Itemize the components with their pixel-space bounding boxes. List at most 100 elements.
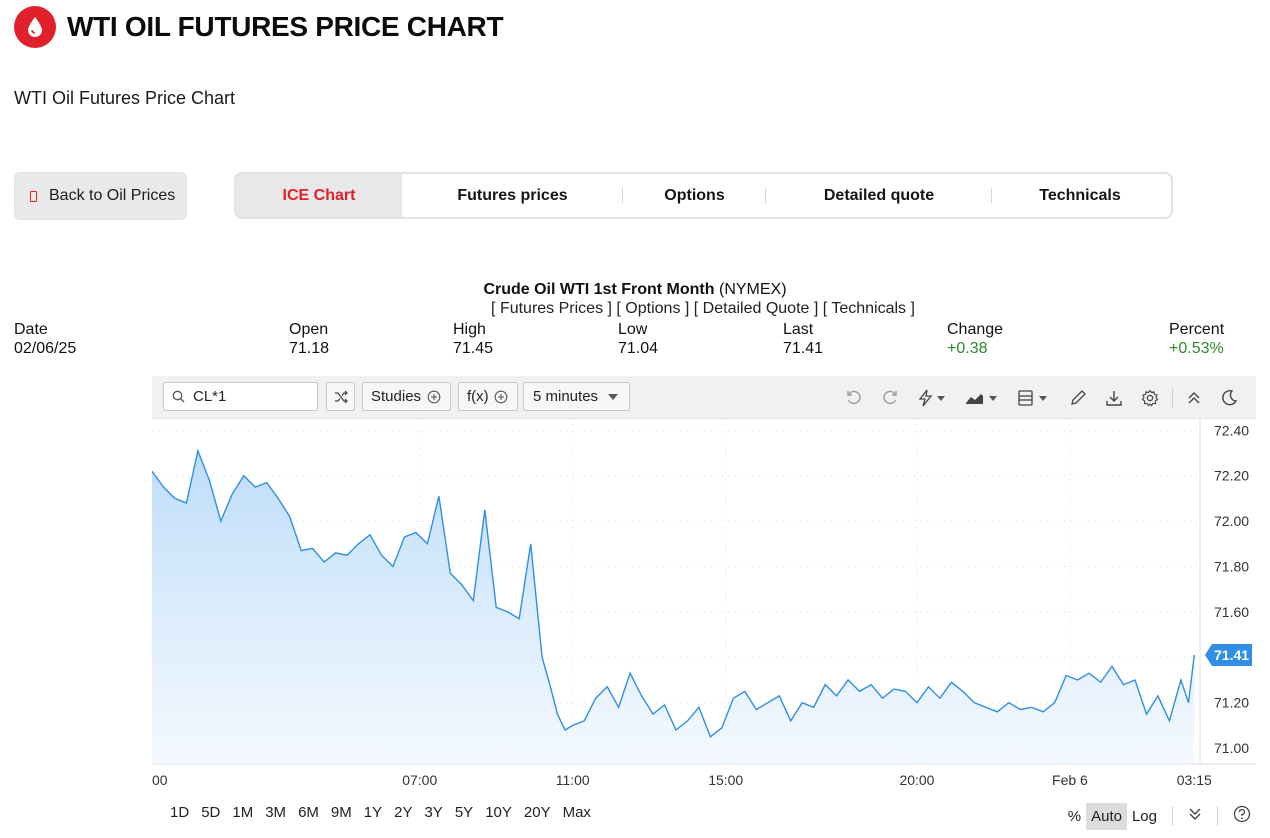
scale-options: % Auto Log <box>1063 800 1256 832</box>
tab-futures-prices[interactable]: Futures prices <box>402 174 623 217</box>
plus-circle-icon <box>427 390 441 403</box>
exchange-label: (NYMEX) <box>718 281 787 298</box>
tab-detailed-quote[interactable]: Detailed quote <box>766 174 992 217</box>
price-chart[interactable]: 72.4072.2072.0071.8071.6071.4071.2071.00… <box>152 419 1256 794</box>
range-button-3y[interactable]: 3Y <box>424 804 443 821</box>
shuffle-icon <box>334 390 348 403</box>
page-header: WTI OIL FUTURES PRICE CHART <box>14 6 504 48</box>
tab-options[interactable]: Options <box>623 174 766 217</box>
layout-icon[interactable] <box>1017 389 1051 407</box>
percent-scale-button[interactable]: % <box>1067 807 1082 825</box>
symbol-value: CL*1 <box>193 388 227 405</box>
y-tick-label: 71.00 <box>1214 740 1249 756</box>
stat-date: Date 02/06/25 <box>14 320 76 358</box>
stat-value: +0.53% <box>1169 340 1224 357</box>
y-tick-label: 72.40 <box>1214 422 1249 438</box>
x-tick-label: 15:00 <box>708 772 743 788</box>
range-button-10y[interactable]: 10Y <box>485 804 512 821</box>
studies-label: Studies <box>371 388 422 405</box>
moon-icon[interactable] <box>1220 389 1238 407</box>
stat-open: Open 71.18 <box>289 320 329 358</box>
stat-change: Change +0.38 <box>947 320 1003 358</box>
range-selector: 1D 5D 1M 3M 6M 9M 1Y 2Y 3Y 5Y 10Y 20Y Max <box>152 804 597 821</box>
collapse-icon[interactable] <box>1186 389 1202 407</box>
tab-ice-chart[interactable]: ICE Chart <box>236 174 402 217</box>
y-tick-label: 71.60 <box>1214 604 1249 620</box>
stat-label: Last <box>783 321 814 338</box>
stat-last: Last 71.41 <box>783 320 823 358</box>
instrument-name: Crude Oil WTI 1st Front Month <box>483 281 715 298</box>
chart-toolbar: CL*1 Studies f(x) 5 minutes <box>152 376 1256 419</box>
x-tick-label: 20:00 <box>899 772 934 788</box>
stat-label: Open <box>289 321 329 338</box>
gear-icon[interactable] <box>1141 389 1159 407</box>
x-tick-label: 07:00 <box>402 772 437 788</box>
quote-links[interactable]: [ Futures Prices ] [ Options ] [ Detaile… <box>491 300 915 317</box>
studies-button[interactable]: Studies <box>362 382 451 411</box>
area-chart-icon[interactable] <box>965 389 999 407</box>
chart-tabs: ICE Chart Futures prices Options Detaile… <box>234 172 1173 219</box>
interval-value: 5 minutes <box>533 388 599 405</box>
stat-label: Percent <box>1169 321 1225 338</box>
stat-value: +0.38 <box>947 340 988 357</box>
chart-widget: CL*1 Studies f(x) 5 minutes <box>152 376 1256 838</box>
stat-value: 71.45 <box>453 340 494 357</box>
undo-icon[interactable] <box>845 389 863 407</box>
log-scale-button[interactable]: Log <box>1131 807 1157 825</box>
price-line <box>152 448 1195 738</box>
range-button-6m[interactable]: 6M <box>298 804 319 821</box>
back-icon <box>30 190 37 202</box>
pencil-icon[interactable] <box>1069 389 1087 407</box>
stat-value: 71.18 <box>289 340 330 357</box>
x-tick-label: Feb 6 <box>1052 772 1088 788</box>
stat-value: 02/06/25 <box>14 340 77 357</box>
quote-title: Crude Oil WTI 1st Front Month (NYMEX) <box>0 281 1270 299</box>
interval-select[interactable]: 5 minutes <box>523 382 630 411</box>
range-button-5d[interactable]: 5D <box>201 804 221 821</box>
range-button-1m[interactable]: 1M <box>232 804 254 821</box>
y-tick-label: 72.20 <box>1214 468 1249 484</box>
range-button-max[interactable]: Max <box>562 804 591 821</box>
last-price-tag: 71.41 <box>1205 644 1252 667</box>
tab-label: Detailed quote <box>823 186 935 204</box>
price-area <box>152 450 1195 764</box>
tab-technicals[interactable]: Technicals <box>1039 186 1121 204</box>
x-tick-label: 03:15 <box>1177 772 1212 788</box>
lightning-icon[interactable] <box>917 389 947 407</box>
redo-icon[interactable] <box>881 389 899 407</box>
fx-label: f(x) <box>467 388 489 405</box>
y-tick-label: 71.20 <box>1214 695 1249 711</box>
stat-percent: Percent +0.53% <box>1169 320 1224 358</box>
stat-label: Change <box>947 321 1004 338</box>
stat-value: 71.04 <box>618 340 659 357</box>
stat-value: 71.41 <box>783 340 824 357</box>
x-axis: 00 07:00 11:00 15:00 20:00 Feb 6 03:15 <box>152 772 1212 788</box>
back-button-label: Back to Oil Prices <box>49 187 176 204</box>
x-tick-label: 11:00 <box>556 772 590 788</box>
help-icon[interactable] <box>1228 800 1256 832</box>
range-button-1d[interactable]: 1D <box>170 804 190 821</box>
y-tick-label: 71.80 <box>1214 559 1249 575</box>
range-button-2y[interactable]: 2Y <box>394 804 413 821</box>
compare-button[interactable] <box>326 382 355 411</box>
range-button-9m[interactable]: 9M <box>330 804 352 821</box>
page-subtitle: WTI Oil Futures Price Chart <box>14 88 236 108</box>
stat-high: High 71.45 <box>453 320 493 358</box>
auto-scale-button[interactable]: Auto <box>1086 802 1127 830</box>
range-button-1y[interactable]: 1Y <box>363 804 383 821</box>
search-icon <box>172 390 185 403</box>
chevron-down-icon <box>608 393 619 400</box>
stat-label: High <box>453 321 486 338</box>
range-button-3m[interactable]: 3M <box>265 804 287 821</box>
fx-button[interactable]: f(x) <box>458 382 518 411</box>
back-to-oil-prices-button[interactable]: Back to Oil Prices <box>14 172 187 220</box>
tab-label: Futures prices <box>457 186 568 204</box>
chart-tool-icons <box>836 386 1256 410</box>
expand-down-icon[interactable] <box>1183 801 1207 831</box>
stat-label: Date <box>14 321 48 338</box>
range-button-20y[interactable]: 20Y <box>523 804 551 821</box>
symbol-search-input[interactable]: CL*1 <box>163 382 318 411</box>
page-title: WTI OIL FUTURES PRICE CHART <box>67 11 504 42</box>
range-button-5y[interactable]: 5Y <box>454 804 474 821</box>
download-icon[interactable] <box>1105 389 1123 407</box>
